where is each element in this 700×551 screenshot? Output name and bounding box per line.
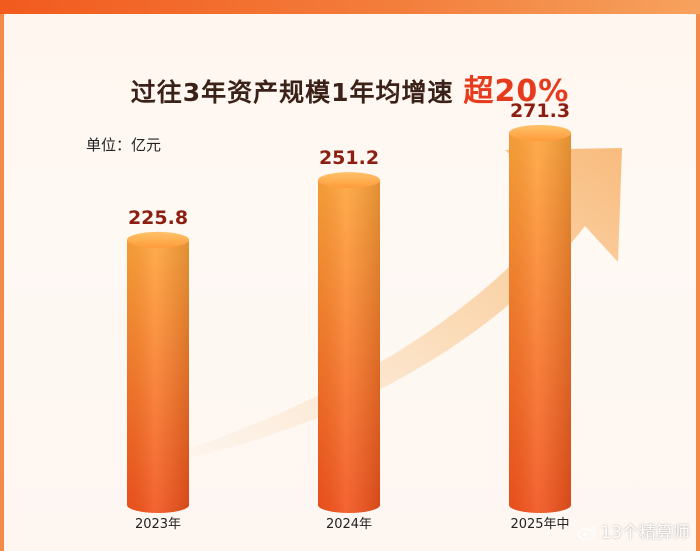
bar-shading-1 — [127, 239, 189, 513]
category-label-1: 2023年 — [135, 517, 181, 532]
chart-title: 过往3年资产规模1年均增速 超20% — [0, 66, 700, 110]
bar-top-1 — [127, 231, 189, 248]
category-label-3: 2025年中 — [510, 517, 569, 532]
title-highlight: 超20% — [463, 74, 570, 109]
trend-arrow — [120, 148, 622, 470]
bar-top-2 — [318, 172, 380, 189]
value-label-1: 225.8 — [128, 207, 188, 229]
bar-shading-2 — [318, 180, 380, 513]
watermark-text: 13个精算师 — [600, 523, 690, 543]
watermark: 13个精算师 — [577, 518, 690, 543]
top-accent-bar — [0, 0, 700, 14]
value-label-2: 251.2 — [319, 147, 379, 169]
weibo-icon — [577, 525, 597, 540]
title-main: 过往3年资产规模1年均增速 — [130, 78, 454, 107]
category-label-2: 2024年 — [326, 517, 372, 532]
bar-shading-3 — [509, 132, 571, 513]
unit-label: 单位：亿元 — [86, 136, 162, 154]
bar-top-3 — [509, 124, 571, 141]
value-label-3: 271.3 — [510, 100, 570, 122]
